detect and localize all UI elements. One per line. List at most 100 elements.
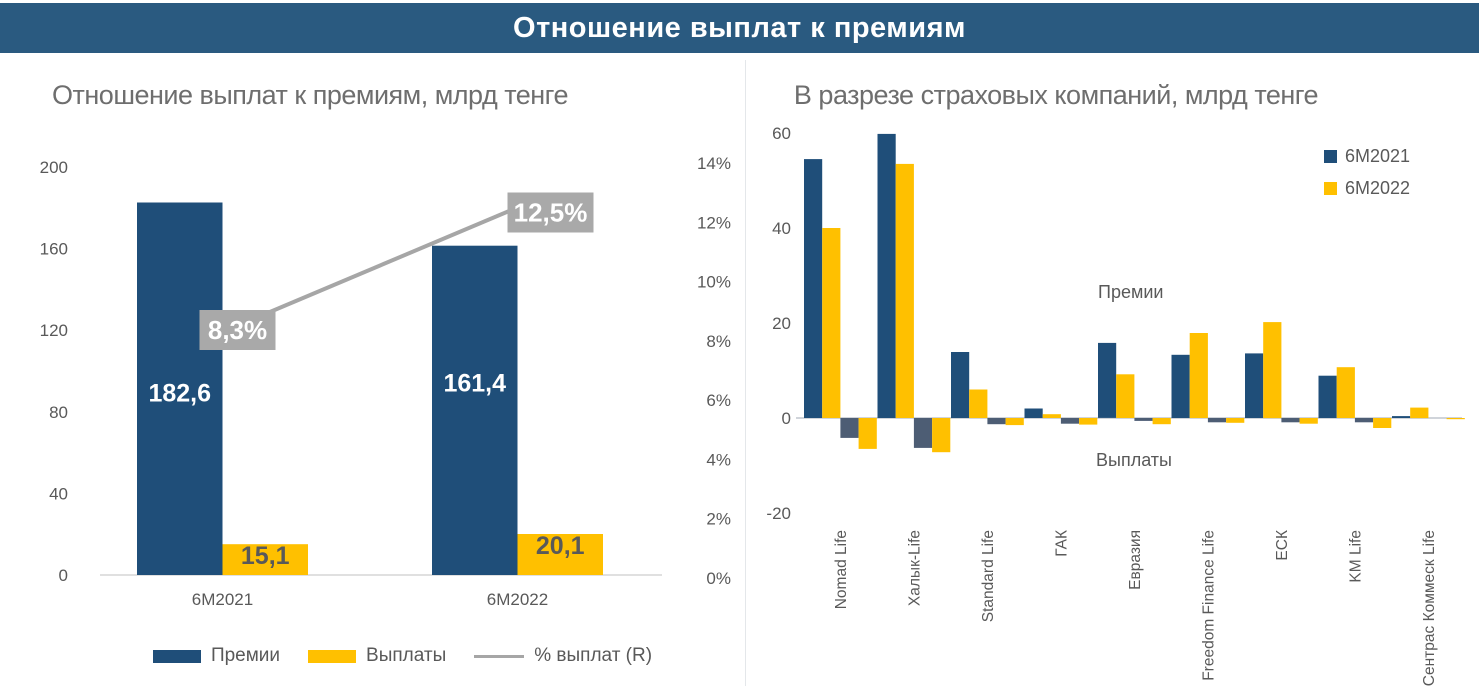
left-chart-legend: Премии Выплаты % выплат (R) xyxy=(30,645,775,667)
left-chart-title: Отношение выплат к премиям, млрд тенге xyxy=(52,80,568,110)
left-axis-tick: 40 xyxy=(49,484,68,503)
right-axis-tick: 8% xyxy=(706,332,731,351)
percent-label-box xyxy=(199,310,276,350)
legend-label-percent-line: % выплат (R) xyxy=(534,645,653,666)
y-axis-tick: 40 xyxy=(772,219,791,238)
company-label: ЕСК xyxy=(1274,530,1291,561)
left-axis-tick: 0 xyxy=(59,566,68,585)
percent-line-swatch xyxy=(474,654,525,658)
payment-bar-6m2022 xyxy=(1005,418,1024,426)
payment-bar-6m2022 xyxy=(1079,418,1098,425)
legend-item-premii: Премии xyxy=(152,645,280,667)
x-category-label: 6М2022 xyxy=(487,590,548,609)
payment-bar-6m2021 xyxy=(1134,418,1153,421)
annotation-vyplaty: Выплаты xyxy=(1096,450,1172,470)
title-banner: Отношение выплат к премиям xyxy=(0,3,1479,53)
left-axis-tick: 80 xyxy=(49,403,68,422)
page-title: Отношение выплат к премиям xyxy=(513,11,966,44)
right-axis-tick: 12% xyxy=(697,213,731,232)
payment-bar-6m2021 xyxy=(1207,418,1227,423)
company-label: Евразия xyxy=(1127,530,1144,590)
vyplaty-color-swatch xyxy=(308,649,357,663)
payment-bar-6m2022 xyxy=(858,418,877,449)
legend-item-percent-line: % выплат (R) xyxy=(474,645,652,667)
premium-bar-6m2021 xyxy=(1171,354,1190,418)
percent-label: 12,5% xyxy=(514,197,588,227)
legend-item-6m2021: 6М2021 xyxy=(1324,146,1410,167)
premium-bar-6m2022 xyxy=(1042,414,1061,418)
right-chart-canvas: 60 40 20 0 -20 Nomad Life Халык-Life Standard L… xyxy=(746,60,1479,686)
right-axis-tick: 4% xyxy=(706,450,731,469)
premium-bar-6m2022 xyxy=(1410,407,1429,419)
right-axis-tick: 2% xyxy=(706,510,731,529)
premium-bar-6m2021 xyxy=(1318,375,1337,418)
x-category-label: 6М2021 xyxy=(192,590,253,609)
series-6m2022-color-swatch xyxy=(1324,182,1337,195)
premium-bar-6m2022 xyxy=(1336,367,1355,418)
payment-bar-6m2022 xyxy=(1446,418,1465,420)
premium-bar-6m2022 xyxy=(822,228,841,418)
series-6m2021-color-swatch xyxy=(1324,150,1337,163)
premium-bar-6m2021 xyxy=(1392,416,1411,418)
premium-bar-6m2022 xyxy=(969,389,988,418)
premium-bar-6m2021 xyxy=(951,352,970,418)
left-axis-tick: 200 xyxy=(40,158,68,177)
premium-bar xyxy=(137,202,223,575)
right-axis-tick: 10% xyxy=(697,273,731,292)
left-axis-tick: 160 xyxy=(40,240,68,259)
payment-bar-6m2021 xyxy=(1354,418,1374,423)
premium-bar-6m2022 xyxy=(1263,322,1282,419)
company-label: Freedom Finance Life xyxy=(1200,530,1217,681)
payment-bar-6m2022 xyxy=(1373,418,1392,428)
y-axis-tick: 0 xyxy=(782,409,791,428)
company-label: Халык-Life xyxy=(906,530,923,606)
legend-label-6m2022: 6М2022 xyxy=(1345,178,1411,198)
y-axis-tick: 20 xyxy=(772,314,791,333)
legend-item-6m2022: 6М2022 xyxy=(1324,178,1410,199)
company-label: KM Life xyxy=(1347,530,1364,583)
premium-bar-6m2022 xyxy=(1189,333,1208,418)
y-axis-tick: 60 xyxy=(772,124,791,143)
payment-bar xyxy=(517,534,603,575)
right-axis-tick: 14% xyxy=(697,154,731,173)
payment-bar-6m2022 xyxy=(1299,418,1318,424)
company-label: ГАК xyxy=(1053,530,1070,557)
percent-label-box xyxy=(507,192,594,233)
right-chart-panel: В разрезе страховых компаний, млрд тенге… xyxy=(745,60,1479,686)
premium-value-label: 182,6 xyxy=(148,379,211,407)
left-chart-svg: 0 40 80 120 160 200 0% 2% 4% 6% 8% 10% 12% 14% 182,6 15… xyxy=(40,154,731,609)
payment-bar-6m2021 xyxy=(1281,418,1300,423)
payment-bar-6m2021 xyxy=(913,418,933,448)
payment-bar xyxy=(222,544,308,575)
left-chart-canvas: 0 40 80 120 160 200 0% 2% 4% 6% 8% 10% 12% 14% 182,6 15… xyxy=(0,60,745,686)
payment-value-label: 15,1 xyxy=(241,542,290,570)
premii-color-swatch xyxy=(152,649,201,663)
percent-label: 8,3% xyxy=(208,315,267,345)
premium-bar-6m2022 xyxy=(1116,374,1135,418)
payment-bar-6m2022 xyxy=(1226,418,1245,423)
premium-bar xyxy=(432,245,518,575)
y-axis-tick: -20 xyxy=(766,504,791,523)
company-label: Сентрас Коммеск Life xyxy=(1421,530,1438,686)
legend-label-6m2021: 6М2021 xyxy=(1345,146,1411,166)
payment-bar-6m2021 xyxy=(840,418,859,438)
premium-value-label: 161,4 xyxy=(443,370,506,398)
left-chart-panel: Отношение выплат к премиям, млрд тенге 0… xyxy=(0,60,745,686)
right-chart-legend: 6М2021 6М2022 xyxy=(1324,146,1410,199)
premium-bar-6m2021 xyxy=(804,159,823,418)
payment-bar-6m2021 xyxy=(987,418,1006,425)
premium-bar-6m2022 xyxy=(895,163,914,418)
legend-item-vyplaty: Выплаты xyxy=(308,645,446,667)
left-axis-tick: 120 xyxy=(40,321,68,340)
payment-value-label: 20,1 xyxy=(536,532,585,560)
premium-bar-6m2021 xyxy=(1098,342,1117,418)
company-label: Nomad Life xyxy=(833,530,850,609)
legend-label-vyplaty: Выплаты xyxy=(366,645,447,666)
premium-bar-6m2021 xyxy=(1245,353,1264,418)
payment-bar-6m2021 xyxy=(1060,418,1080,424)
payment-bar-6m2022 xyxy=(1152,418,1171,425)
right-chart-svg: 60 40 20 0 -20 Nomad Life Халык-Life Standard L… xyxy=(766,124,1465,686)
right-chart-title: В разрезе страховых компаний, млрд тенге xyxy=(793,80,1319,110)
premium-bar-6m2021 xyxy=(1024,408,1043,418)
right-axis-tick: 0% xyxy=(706,569,731,588)
